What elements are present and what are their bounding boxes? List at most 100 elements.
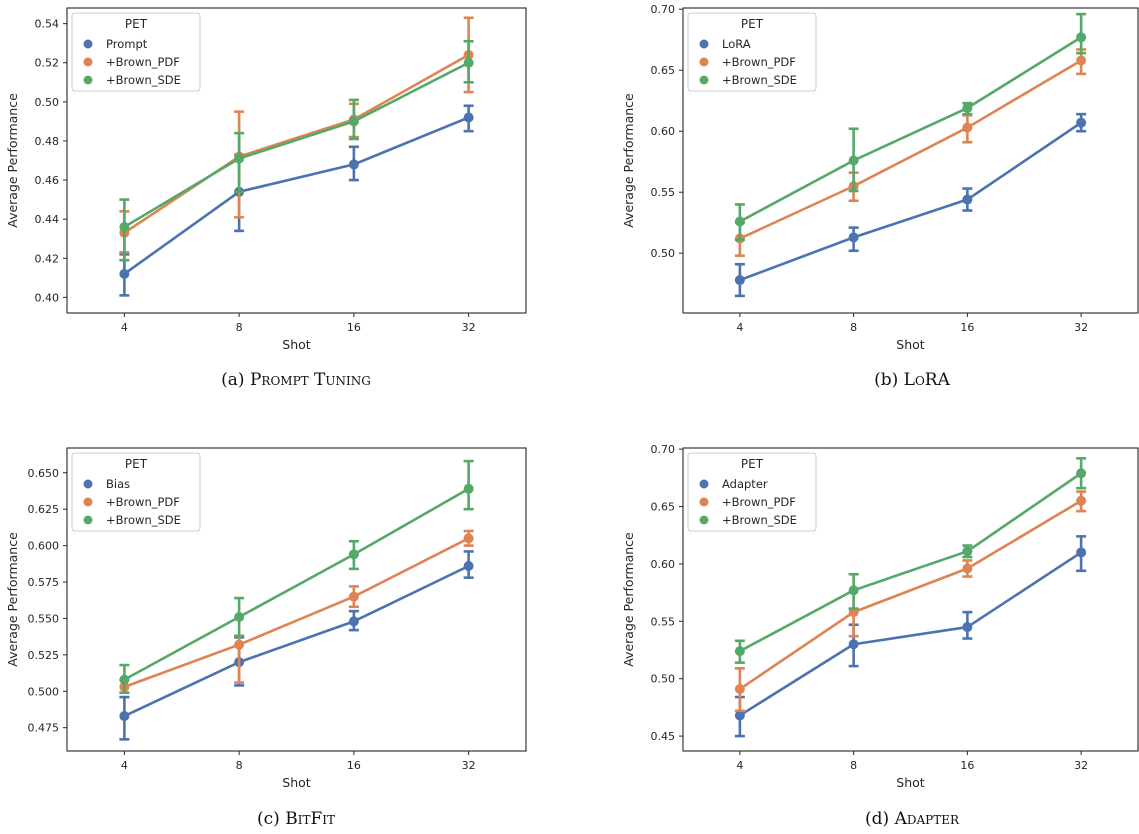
p3-series-2-point-1 bbox=[848, 585, 859, 596]
p1-series-0-point-3 bbox=[1076, 117, 1087, 128]
p2-ytick-label-1: 0.500 bbox=[28, 685, 60, 698]
p2-legend-title: PET bbox=[125, 457, 148, 471]
p2-series-0-line bbox=[123, 564, 470, 718]
p1-xtick-label-0: 4 bbox=[736, 321, 743, 334]
caption-c-name: BitFit bbox=[285, 809, 335, 829]
p3-series-2-point-3 bbox=[1076, 468, 1087, 479]
p0-xtick-label-3: 32 bbox=[462, 321, 476, 334]
p3-series-1-point-3 bbox=[1076, 495, 1087, 506]
p3-legend-label-0: Adapter bbox=[722, 477, 768, 491]
p3-ytick-label-1: 0.50 bbox=[651, 673, 676, 686]
p2-series-0-point-2 bbox=[348, 616, 359, 627]
p0-ytick-label-3: 0.46 bbox=[35, 174, 60, 187]
p3-ytick-label-5: 0.70 bbox=[651, 443, 676, 456]
panel-bitfit: 0.475 0.500 0.525 0.550 0.575 0.600 0.625 0.650… bbox=[5, 447, 527, 790]
p0-series-0-point-0 bbox=[119, 268, 130, 279]
p0-series-1-line bbox=[123, 53, 470, 234]
p0-series-0-point-3 bbox=[463, 112, 474, 123]
p0-legend-label-0: Prompt bbox=[106, 37, 148, 51]
p2-series-1-point-3 bbox=[463, 533, 474, 544]
p3-series-0-point-2 bbox=[962, 622, 973, 633]
p3-series-1-line bbox=[739, 499, 1082, 691]
p1-legend-marker-1 bbox=[699, 57, 709, 67]
p2-ytick-label-0: 0.475 bbox=[28, 722, 60, 735]
caption-c: (c) BitFit bbox=[257, 809, 335, 829]
p0-legend-marker-0 bbox=[83, 39, 93, 49]
p0-axes-frame bbox=[66, 7, 527, 314]
p0-xtick-label-2: 16 bbox=[347, 321, 361, 334]
p1-xlabel: Shot bbox=[896, 337, 925, 352]
p3-series-2-line bbox=[739, 472, 1082, 653]
p1-legend-title: PET bbox=[741, 17, 764, 31]
p3-series-0-point-3 bbox=[1076, 547, 1087, 558]
p0-legend-label-2: +Brown_SDE bbox=[106, 73, 181, 87]
p0-ytick-label-7: 0.54 bbox=[35, 18, 60, 31]
p0-series-2-point-2 bbox=[348, 116, 359, 127]
p2-xtick-label-3: 32 bbox=[462, 759, 476, 772]
p3-ytick-label-4: 0.65 bbox=[651, 501, 676, 514]
p0-series-2-point-3 bbox=[463, 57, 474, 68]
p3-axes-frame bbox=[682, 447, 1139, 752]
p0-ytick-label-0: 0.40 bbox=[35, 291, 60, 304]
p3-legend-marker-2 bbox=[699, 515, 709, 525]
p0-legend-label-1: +Brown_PDF bbox=[106, 55, 180, 69]
p1-series-1-line bbox=[739, 59, 1082, 240]
p0-legend-marker-1 bbox=[83, 57, 93, 67]
caption-d-name: Adapter bbox=[894, 809, 959, 829]
p2-series-1-line bbox=[123, 537, 470, 689]
p2-series-0-point-0 bbox=[119, 711, 130, 722]
p0-ytick-label-6: 0.52 bbox=[35, 57, 60, 70]
caption-b-prefix: (b) bbox=[874, 370, 904, 390]
p3-xtick-label-2: 16 bbox=[960, 759, 974, 772]
p1-legend-label-0: LoRA bbox=[722, 37, 751, 51]
p0-ytick-label-2: 0.44 bbox=[35, 213, 60, 226]
p3-legend-label-1: +Brown_PDF bbox=[722, 495, 796, 509]
p1-legend-box bbox=[687, 12, 817, 92]
p2-legend-marker-0 bbox=[83, 479, 93, 489]
caption-c-prefix: (c) bbox=[257, 809, 286, 829]
p2-series-2-point-2 bbox=[348, 549, 359, 560]
p2-legend-marker-2 bbox=[83, 515, 93, 525]
caption-a: (a) Prompt Tuning bbox=[221, 370, 371, 390]
p1-series-2-point-2 bbox=[962, 103, 973, 114]
p1-ytick-label-3: 0.65 bbox=[651, 64, 676, 77]
p1-xtick-label-1: 8 bbox=[850, 321, 857, 334]
p2-series-2-line bbox=[123, 487, 470, 681]
p2-legend-box bbox=[71, 452, 201, 532]
caption-a-prefix: (a) bbox=[221, 370, 250, 390]
caption-b-name: LoRA bbox=[903, 370, 950, 390]
p0-series-2-point-0 bbox=[119, 221, 130, 232]
p2-xtick-label-2: 16 bbox=[347, 759, 361, 772]
p2-xtick-label-1: 8 bbox=[236, 759, 243, 772]
p0-ylabel: Average Performance bbox=[5, 93, 20, 228]
p1-ytick-label-0: 0.50 bbox=[651, 247, 676, 260]
p2-legend-label-0: Bias bbox=[106, 477, 130, 491]
p2-series-0-point-3 bbox=[463, 560, 474, 571]
p3-series-1-point-0 bbox=[734, 684, 745, 695]
p1-ytick-label-4: 0.70 bbox=[651, 3, 676, 16]
p1-series-0-point-1 bbox=[848, 232, 859, 243]
p0-series-0-line bbox=[123, 116, 470, 275]
p3-xtick-label-0: 4 bbox=[736, 759, 743, 772]
p3-series-2-point-0 bbox=[734, 646, 745, 657]
p3-series-0-line bbox=[739, 551, 1082, 717]
p0-legend-title: PET bbox=[125, 17, 148, 31]
p1-xtick-label-3: 32 bbox=[1074, 321, 1088, 334]
p1-series-2-point-0 bbox=[734, 216, 745, 227]
p3-xtick-label-1: 8 bbox=[850, 759, 857, 772]
p1-series-0-point-0 bbox=[734, 275, 745, 286]
p0-series-0-point-2 bbox=[348, 159, 359, 170]
p2-xlabel: Shot bbox=[282, 775, 311, 790]
p1-xtick-label-2: 16 bbox=[960, 321, 974, 334]
p0-xtick-label-0: 4 bbox=[121, 321, 128, 334]
p0-xlabel: Shot bbox=[282, 337, 311, 352]
p0-legend-marker-2 bbox=[83, 75, 93, 85]
p2-legend-marker-1 bbox=[83, 497, 93, 507]
p2-ytick-label-5: 0.600 bbox=[28, 540, 60, 553]
p1-series-2-point-3 bbox=[1076, 32, 1087, 43]
p2-series-1-point-2 bbox=[348, 591, 359, 602]
p1-series-2-line bbox=[739, 36, 1082, 223]
p1-series-0-point-2 bbox=[962, 194, 973, 205]
caption-d-prefix: (d) bbox=[865, 809, 895, 829]
